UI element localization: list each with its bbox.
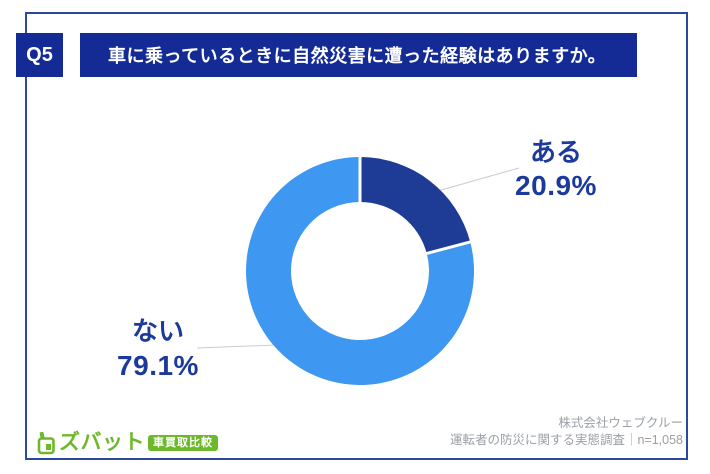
zubat-logo-badge: 車買取比較 bbox=[148, 435, 218, 451]
source-survey: 運転者の防災に関する実態調査｜n=1,058 bbox=[449, 433, 683, 447]
donut-chart bbox=[242, 153, 478, 389]
segment-label-aru: ある bbox=[529, 137, 582, 167]
donut-chart-svg bbox=[246, 155, 474, 385]
question-number: Q5 bbox=[26, 43, 53, 66]
segment-value-aru: 20.9% bbox=[515, 170, 597, 201]
question-number-box: Q5 bbox=[16, 33, 63, 77]
zubat-logo-text: ズバット bbox=[59, 431, 145, 454]
zubat-logo: ズバット 車買取比較 bbox=[37, 431, 218, 455]
source-company: 株式会社ウェブクルー bbox=[558, 416, 683, 430]
content-frame bbox=[25, 12, 688, 460]
question-title-bar: 車に乗っているときに自然災害に遭った経験はありますか。 bbox=[80, 33, 637, 77]
question-title: 車に乗っているときに自然災害に遭った経験はありますか。 bbox=[108, 46, 607, 66]
source-note: 株式会社ウェブクルー 運転者の防災に関する実態調査｜n=1,058 bbox=[450, 415, 683, 449]
segment-value-nai: 79.1% bbox=[117, 350, 199, 381]
segment-label-nai: ない bbox=[131, 316, 184, 346]
zubat-logo-icon bbox=[37, 431, 55, 455]
